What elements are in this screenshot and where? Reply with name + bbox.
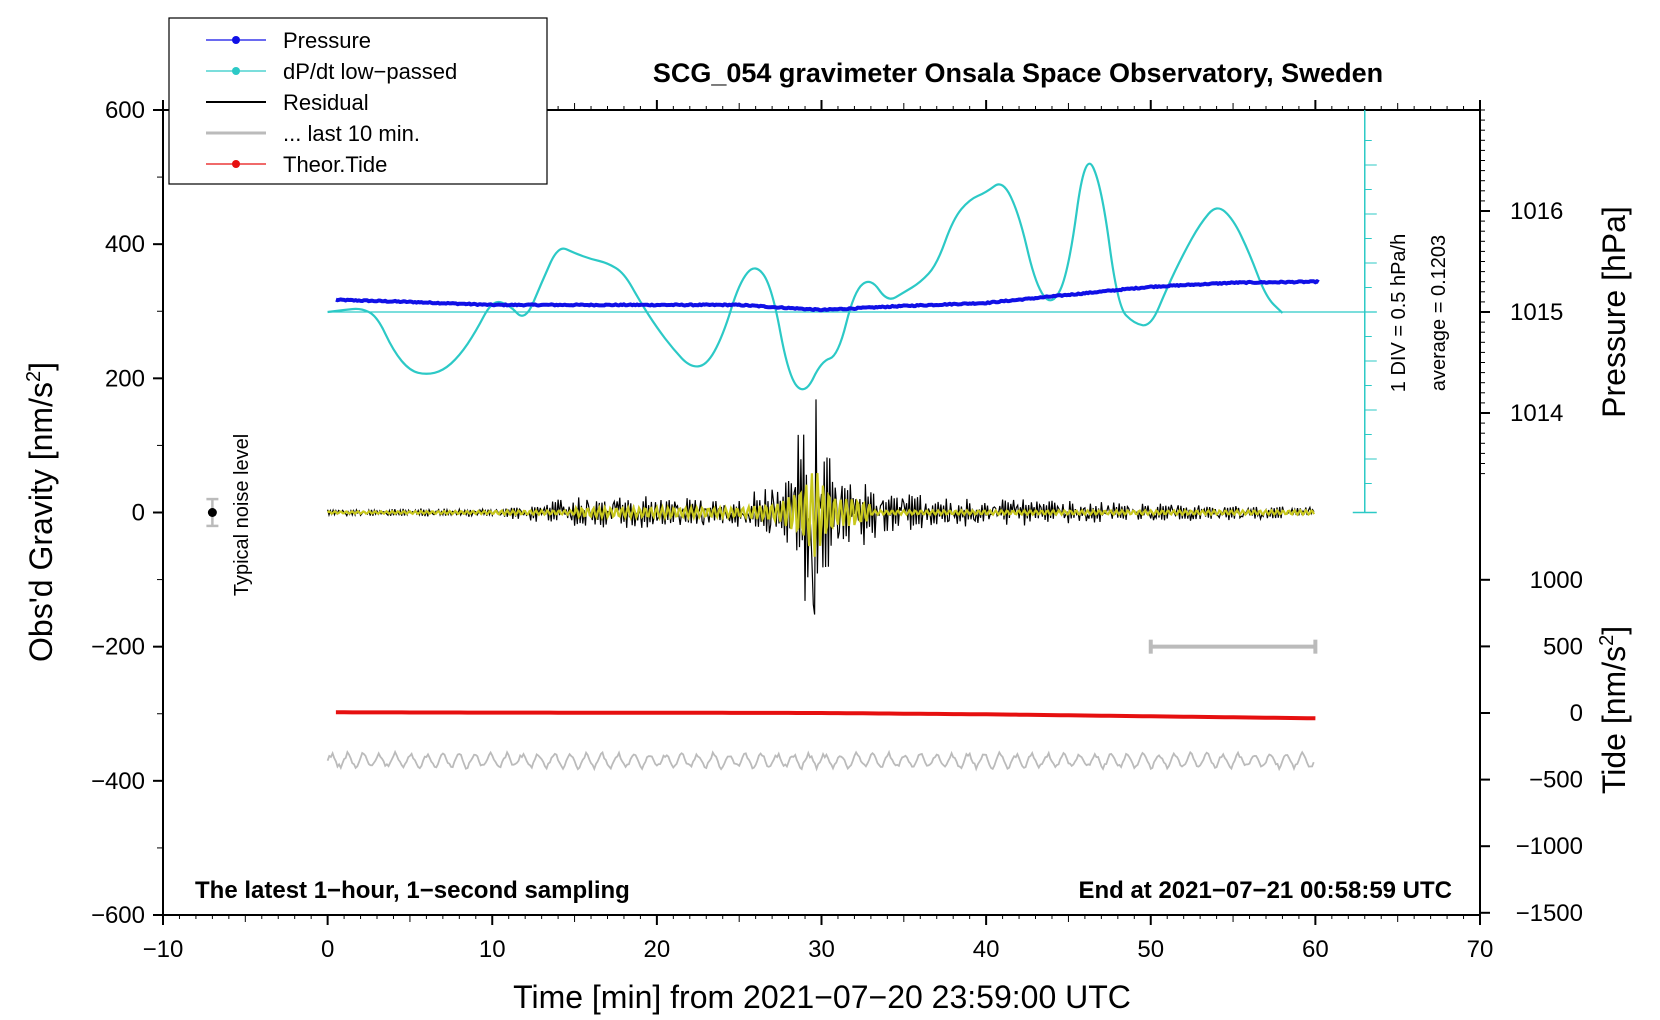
noise-level-label: Typical noise level: [231, 434, 253, 596]
series-layer: [206, 110, 1377, 772]
noise-level-point: [207, 508, 217, 517]
average-annotation: average = 0.1203: [1428, 235, 1450, 391]
x-axis-label: Time [min] from 2021−07−20 23:59:00 UTC: [513, 979, 1131, 1015]
y-tick-label-0: 600: [105, 97, 145, 124]
pressure-tick-label-2: 1014: [1510, 400, 1563, 427]
y-left-axis-label: Obs'd Gravity [nm/s2]: [23, 362, 59, 662]
x-tick-label-7: 60: [1302, 936, 1329, 963]
legend-dpdt-label: dP/dt low−passed: [283, 59, 457, 84]
div-annotation: 1 DIV = 0.5 hPa/h: [1388, 234, 1410, 392]
x-tick-label-3: 20: [644, 936, 671, 963]
chart-title: SCG_054 gravimeter Onsala Space Observat…: [653, 58, 1383, 88]
legend-tide-label: Theor.Tide: [283, 152, 387, 177]
x-tick-label-4: 30: [808, 936, 835, 963]
y-tick-label-1: 400: [105, 231, 145, 258]
legend-last10-label: ... last 10 min.: [283, 121, 420, 146]
y-tick-label-3: 0: [132, 500, 145, 527]
x-tick-label-2: 10: [479, 936, 506, 963]
y-tick-label-4: −200: [91, 634, 145, 661]
legend-pressure-dot: [232, 36, 240, 44]
pressure-tick-label-1: 1015: [1510, 299, 1563, 326]
y-left-axis-label-superscript: 2: [23, 371, 45, 382]
legend-residual-label: Residual: [283, 90, 369, 115]
x-tick-label-5: 40: [973, 936, 1000, 963]
x-tick-label-6: 50: [1137, 936, 1164, 963]
tide-axis-label-superscript: 2: [1596, 635, 1618, 646]
y-tick-label-5: −400: [91, 768, 145, 795]
legend-dpdt-dot: [232, 67, 240, 75]
x-tick-label-1: 0: [321, 936, 334, 963]
pressure-tick-label-0: 1016: [1510, 198, 1563, 225]
tide-line: [335, 710, 1316, 721]
legend: Pressure dP/dt low−passed Residual ... l…: [168, 17, 548, 185]
tide-tick-label-5: −1500: [1516, 900, 1583, 927]
pressure-line: [335, 279, 1320, 313]
x-tick-label-8: 70: [1467, 936, 1494, 963]
legend-pressure-label: Pressure: [283, 28, 371, 53]
last10-line: [326, 749, 1315, 772]
tide-tick-label-1: 500: [1543, 633, 1583, 660]
x-tick-label-0: −10: [143, 936, 184, 963]
ticks-layer: −10 0 10 20 30 40 50 60 70 600 400 200 0 −200 −400 −600…: [91, 97, 1583, 963]
tide-tick-label-3: −500: [1529, 767, 1583, 794]
tide-tick-label-0: 1000: [1530, 567, 1583, 594]
y-tick-label-6: −600: [91, 902, 145, 929]
dpdt-line: [327, 162, 1284, 391]
legend-tide-dot: [232, 160, 240, 168]
tide-tick-label-4: −1000: [1516, 833, 1583, 860]
residual-line: [327, 399, 1315, 615]
tide-tick-label-2: 0: [1570, 700, 1583, 727]
bottom-right-note: End at 2021−07−21 00:58:59 UTC: [1078, 877, 1452, 904]
residual-filtered-line: [326, 472, 1315, 557]
y-tick-label-2: 200: [105, 365, 145, 392]
tide-axis-label: Tide [nm/s2]: [1596, 626, 1632, 794]
bottom-left-note: The latest 1−hour, 1−second sampling: [195, 877, 630, 904]
pressure-axis-label: Pressure [hPa]: [1596, 206, 1632, 418]
